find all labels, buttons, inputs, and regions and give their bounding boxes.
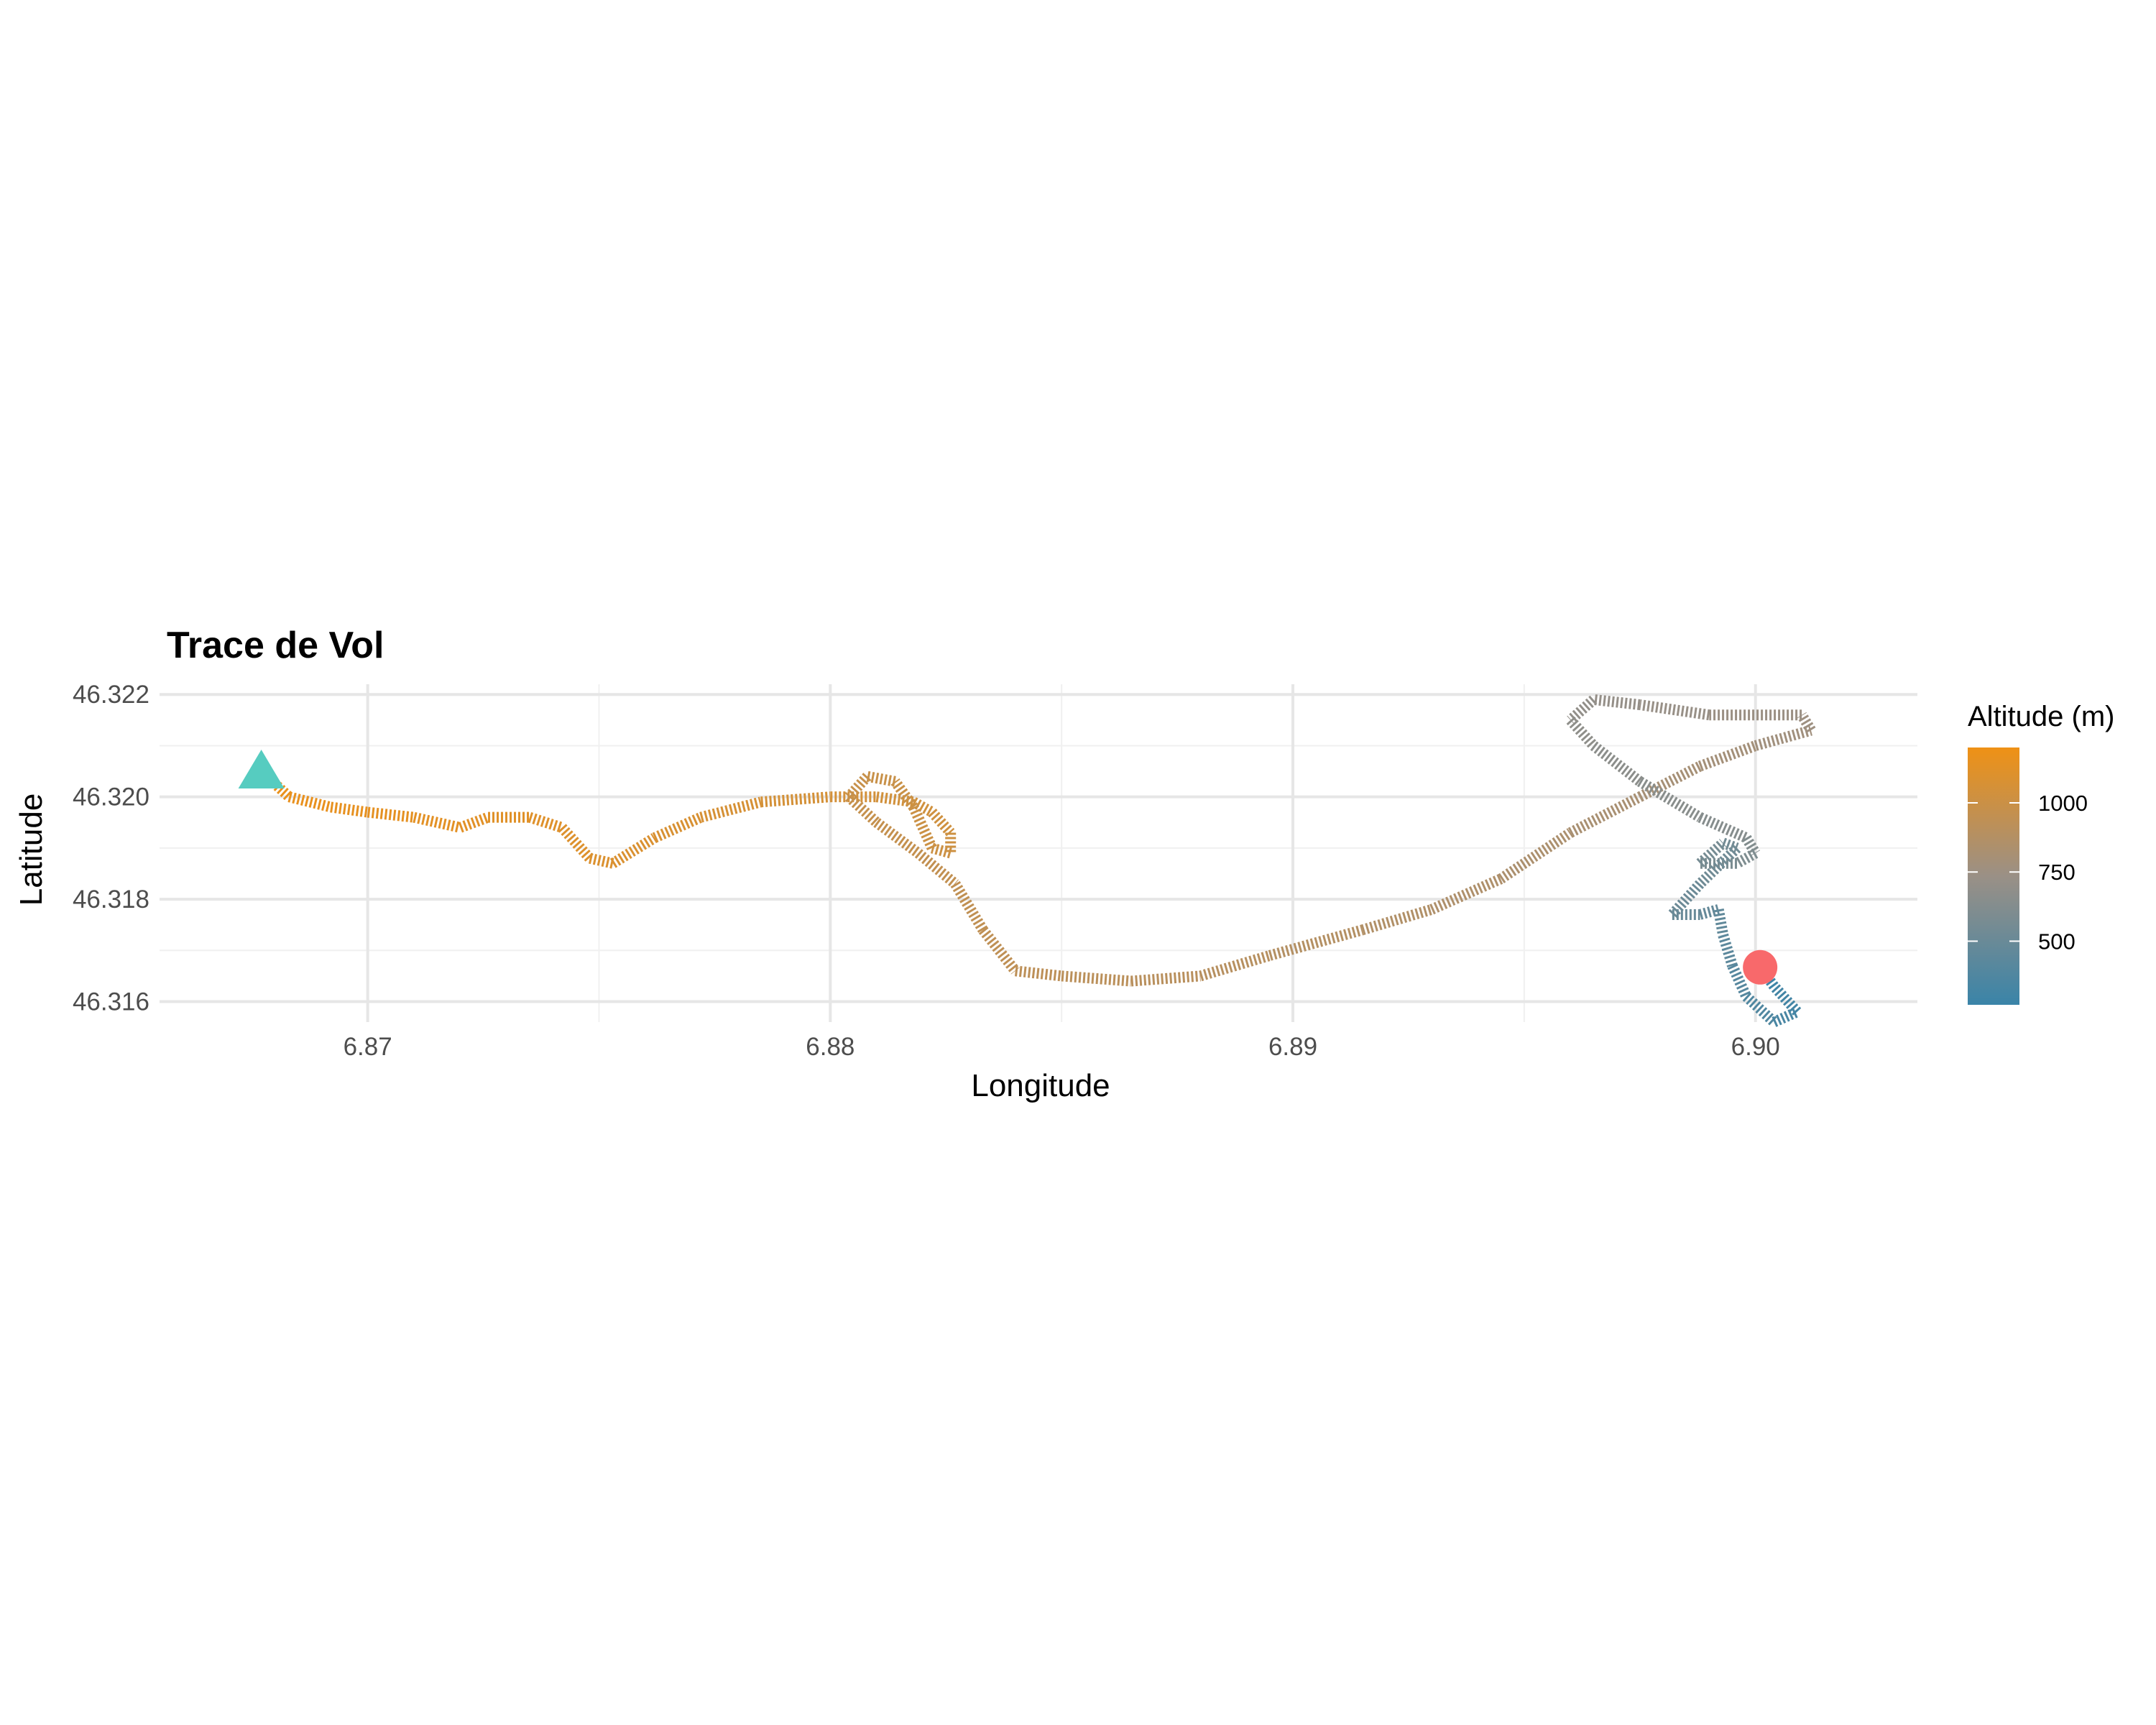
- track-segment: [1566, 716, 1598, 750]
- x-tick-label: 6.89: [1268, 1033, 1317, 1061]
- track-segment: [1696, 839, 1727, 868]
- start-marker-triangle: [238, 750, 285, 789]
- track-segment: [699, 796, 763, 823]
- track-segment: [1713, 908, 1729, 937]
- track-segment: [1639, 699, 1710, 721]
- track-segment: [1697, 812, 1749, 843]
- track-segment: [1769, 983, 1802, 1016]
- track-segment: [1636, 776, 1703, 822]
- x-tick-label: 6.88: [806, 1033, 854, 1061]
- track-segment: [1268, 924, 1364, 961]
- track-segment: [845, 793, 880, 827]
- x-tick-label: 6.90: [1731, 1033, 1780, 1061]
- track-segment: [367, 806, 415, 823]
- track-segment: [287, 791, 332, 813]
- legend-ticks: 500 750 1000: [1968, 791, 2088, 954]
- track-segment: [844, 773, 872, 801]
- y-tick-label: 46.320: [73, 783, 149, 811]
- track-segment: [528, 812, 564, 833]
- track-segment: [1742, 992, 1778, 1026]
- x-axis-title: Longitude: [971, 1068, 1110, 1103]
- legend-tick-label: 500: [2038, 929, 2076, 954]
- track-segment: [1014, 965, 1063, 982]
- track-segment: [1130, 970, 1201, 987]
- track-segment: [652, 812, 704, 843]
- track-segment: [928, 809, 955, 837]
- track-segment: [1697, 740, 1758, 771]
- track-segment: [1593, 694, 1641, 710]
- track-segment: [1718, 933, 1738, 967]
- legend: Altitude (m) 500 750 1000: [1968, 701, 2115, 1005]
- track-segment: [558, 824, 594, 862]
- track-segment: [609, 833, 658, 868]
- legend-title: Altitude (m): [1968, 701, 2115, 732]
- track-segment: [1061, 970, 1132, 987]
- track-segment: [458, 812, 490, 833]
- legend-tick-label: 750: [2038, 860, 2076, 885]
- axis-ticks: 6.87 6.88 6.89 6.90 46.316 46.318 46.320 46.322: [73, 681, 1780, 1061]
- track-segment: [914, 849, 959, 888]
- y-axis-title: Latitude: [14, 794, 49, 906]
- track-segment: [911, 797, 935, 817]
- track-segment: [890, 778, 918, 811]
- track-segment: [589, 852, 614, 869]
- markers: [238, 750, 1778, 985]
- track-segment: [1637, 761, 1703, 802]
- track-segment: [1754, 724, 1812, 751]
- legend-colorbar: [1968, 748, 2019, 1005]
- track-segment: [413, 811, 462, 833]
- track-segment: [760, 791, 831, 808]
- chart-title: Trace de Vol: [167, 625, 384, 666]
- track-segment: [1734, 848, 1759, 868]
- track-segment: [330, 801, 369, 818]
- track-segment: [1797, 712, 1816, 733]
- y-tick-label: 46.316: [73, 988, 149, 1016]
- track-segment: [908, 804, 937, 850]
- y-tick-label: 46.318: [73, 886, 149, 914]
- grid-lines: [160, 684, 1917, 1022]
- track-segment: [1498, 828, 1574, 883]
- track-segment: [875, 791, 915, 808]
- track-segment: [930, 842, 952, 859]
- y-tick-label: 46.322: [73, 681, 149, 709]
- track-segment: [1727, 963, 1751, 999]
- track-segment: [1698, 904, 1720, 920]
- flight-track: [257, 694, 1816, 1027]
- track-segment: [1567, 792, 1643, 838]
- track-segment: [866, 770, 896, 787]
- x-tick-label: 6.87: [344, 1033, 392, 1061]
- track-segment: [1360, 904, 1434, 936]
- track-segment: [1429, 873, 1503, 915]
- end-marker-circle: [1743, 949, 1778, 985]
- track-segment: [950, 880, 988, 933]
- legend-tick-label: 1000: [2038, 791, 2088, 816]
- track-segment: [1567, 695, 1598, 724]
- track-segment: [1199, 950, 1271, 982]
- track-segment: [978, 926, 1020, 975]
- track-segment: [1590, 741, 1644, 786]
